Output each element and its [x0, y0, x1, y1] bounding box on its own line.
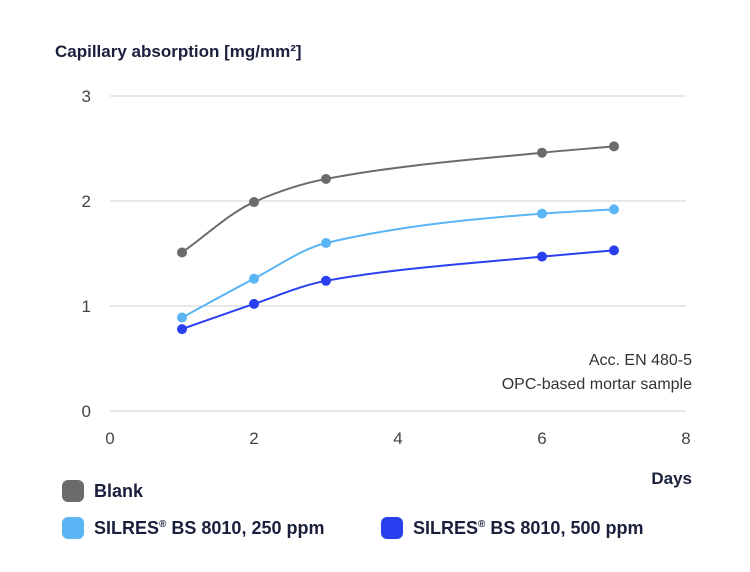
- series-2-point-4: [609, 245, 619, 256]
- legend-label-250ppm-rest: BS 8010, 250 ppm: [166, 517, 325, 538]
- series-1-point-1: [249, 273, 259, 284]
- legend-label-250ppm-main: SILRES: [94, 517, 160, 538]
- series-1-point-4: [609, 204, 619, 215]
- legend-label-blank: Blank: [94, 480, 144, 501]
- series-2-point-0: [177, 324, 187, 335]
- x-tick-label-8: 8: [681, 429, 690, 448]
- series-2-point-1: [249, 298, 259, 309]
- series-line-1: [181, 208, 615, 319]
- legend-label-250ppm: SILRES® BS 8010, 250 ppm: [94, 518, 324, 539]
- x-tick-label-4: 4: [393, 429, 402, 448]
- legend-item-250ppm: SILRES® BS 8010, 250 ppm: [62, 517, 324, 539]
- series-1-point-3: [537, 208, 547, 219]
- x-tick-label-0: 0: [105, 429, 114, 448]
- grid-lines: [110, 95, 686, 412]
- series-0-point-1: [249, 197, 259, 208]
- series-0-point-3: [537, 147, 547, 158]
- series-line-2: [181, 249, 615, 331]
- series-0-point-4: [609, 141, 619, 152]
- series-0-point-2: [321, 173, 331, 184]
- y-tick-labels: 0 1 2 3: [82, 87, 91, 421]
- legend-label-500ppm: SILRES® BS 8010, 500 ppm: [413, 518, 643, 539]
- y-axis-label: Capillary absorption [mg/mm²]: [55, 42, 302, 61]
- legend-swatch-500ppm: [381, 517, 403, 539]
- annotation-line-2: OPC-based mortar sample: [502, 376, 692, 393]
- annotation-line-1: Acc. EN 480-5: [589, 352, 692, 369]
- y-tick-label-3: 3: [82, 87, 91, 106]
- y-tick-label-2: 2: [82, 192, 91, 211]
- series-1-point-0: [177, 312, 187, 323]
- x-tick-labels: 0 2 4 6 8: [105, 429, 690, 448]
- series-line-0: [181, 145, 615, 254]
- y-tick-label-1: 1: [82, 297, 91, 316]
- x-tick-label-6: 6: [537, 429, 546, 448]
- series-2-point-3: [537, 251, 547, 262]
- legend-swatch-blank: [62, 480, 84, 502]
- legend-item-500ppm: SILRES® BS 8010, 500 ppm: [381, 517, 643, 539]
- legend-label-500ppm-sup: ®: [478, 518, 486, 530]
- legend-swatch-250ppm: [62, 517, 84, 539]
- y-tick-label-0: 0: [82, 402, 91, 421]
- series-2-point-2: [321, 275, 331, 286]
- legend-label-500ppm-main: SILRES: [413, 517, 479, 538]
- series-lines: [181, 145, 615, 331]
- legend-label-500ppm-rest: BS 8010, 500 ppm: [485, 517, 644, 538]
- x-axis-label: Days: [651, 469, 692, 488]
- series-0-point-0: [177, 247, 187, 258]
- legend-item-blank: Blank: [62, 480, 143, 502]
- x-tick-label-2: 2: [249, 429, 258, 448]
- legend-label-250ppm-sup: ®: [159, 518, 167, 530]
- series-points: [177, 141, 619, 335]
- series-1-point-2: [321, 238, 331, 248]
